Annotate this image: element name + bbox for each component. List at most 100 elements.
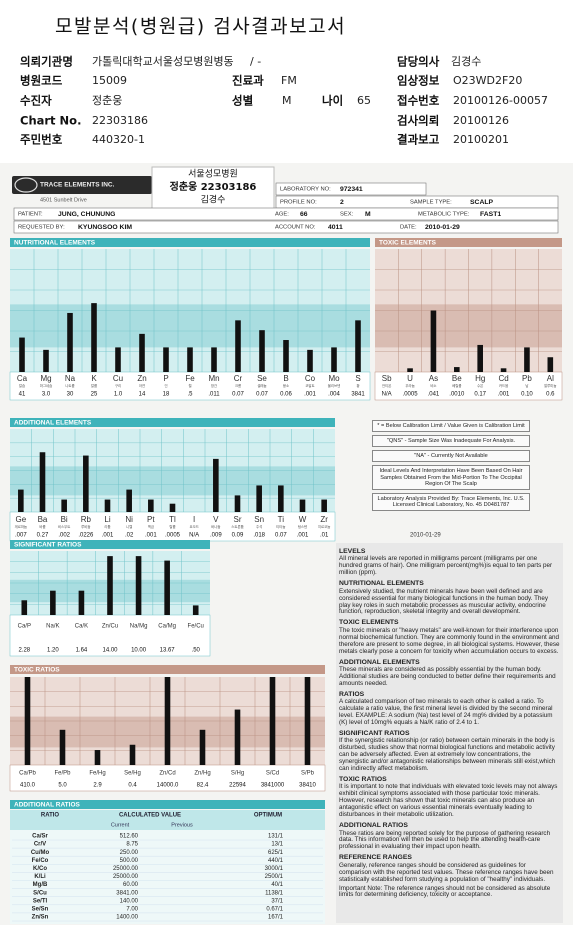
sticker-line: 정춘웅 22303186 <box>170 180 257 193</box>
legend-entry: Ideal Levels And Interpretation Have Bee… <box>372 465 530 490</box>
item-value: .001 <box>498 392 510 398</box>
item-symbol: Tl <box>169 515 176 524</box>
logo-band <box>12 176 152 194</box>
bar <box>59 729 66 765</box>
item-symbol: Na/Mg <box>130 624 148 630</box>
item-name: 납 <box>525 383 528 388</box>
bar <box>407 368 413 372</box>
note-text: Generally, reference ranges should be co… <box>339 861 554 883</box>
info-value: 2010-01-29 <box>425 224 460 231</box>
bar <box>164 677 171 765</box>
item-name: 스트론튬 <box>231 524 243 529</box>
item-symbol: S/Hg <box>231 771 244 777</box>
item-name: 백금 <box>148 524 154 529</box>
info-label: PROFILE NO: <box>280 200 317 206</box>
field-label: 담당의사 <box>397 55 440 69</box>
item-value: 0.07 <box>275 533 287 539</box>
item-value: .041 <box>428 392 440 398</box>
note-text: Important Note: The reference ranges sho… <box>339 884 551 899</box>
item-name: 루비듐 <box>81 524 90 529</box>
item-name: 티타늄 <box>276 524 285 529</box>
item-symbol: Fe <box>185 374 195 383</box>
item-value: .001 <box>304 392 316 398</box>
info-value: SCALP <box>470 199 494 206</box>
item-value: .011 <box>208 392 220 398</box>
table-column-head: RATIO <box>41 813 60 819</box>
item-value: 10.00 <box>131 648 147 654</box>
item-value: 25 <box>91 392 98 398</box>
bar <box>524 347 530 372</box>
sticker-line: 서울성모병원 <box>188 169 238 180</box>
item-symbol: Ca/Mg <box>158 624 176 630</box>
item-symbol: Ca <box>17 374 28 383</box>
item-name: 바륨 <box>39 524 45 529</box>
item-value: 22594 <box>229 783 246 789</box>
info-value: 4011 <box>328 224 343 231</box>
item-symbol: Fe/Pb <box>54 771 71 777</box>
item-value: 18 <box>163 392 170 398</box>
report-title: 모발분석(병원급) 검사결과보고서 <box>55 16 346 38</box>
field-label: 성별 <box>232 94 253 108</box>
item-value: .009 <box>210 533 222 539</box>
item-value: 41 <box>19 392 26 398</box>
bar <box>169 503 176 512</box>
notes-column: LEVELS All mineral levels are reported in… <box>336 543 563 923</box>
note-heading: TOXIC RATIOS <box>339 776 387 784</box>
legend-box: * = Below Calibration Limit / Value Give… <box>345 420 557 514</box>
item-value: 3.0 <box>42 392 51 398</box>
note-text: All mineral levels are reported in milli… <box>339 555 553 577</box>
field-label: 의뢰기관명 <box>20 55 73 69</box>
item-symbol: S/Cd <box>266 771 279 777</box>
bar <box>24 677 31 765</box>
item-value: 1.20 <box>47 648 59 654</box>
panel-title-band <box>10 540 210 549</box>
ratio-current: 1400.00 <box>116 915 138 921</box>
panel-title: TOXIC RATIOS <box>14 667 60 674</box>
item-symbol: Se <box>257 374 267 383</box>
field-label: 결과보고 <box>397 133 440 147</box>
item-symbol: Na <box>65 374 76 383</box>
bar <box>91 303 97 372</box>
logo-address: 4501 Sunbelt Drive <box>40 197 87 203</box>
panel-band <box>10 466 335 496</box>
item-value: N/A <box>189 533 199 539</box>
bar <box>331 347 337 372</box>
ratio-current: 500.00 <box>120 858 139 864</box>
ratio-optimum: 40/1 <box>271 882 283 888</box>
ratio-optimum: 440/1 <box>268 858 284 864</box>
item-name: 주석 <box>256 524 262 529</box>
info-value: JUNG, CHUNUNG <box>58 211 115 218</box>
bar <box>139 333 145 372</box>
ratio-name: S/Cu <box>33 890 47 896</box>
item-value: 0.06 <box>280 392 292 398</box>
bar <box>67 312 73 372</box>
field-value: FM <box>281 74 297 87</box>
bar <box>454 367 460 372</box>
field-label: 진료과 <box>232 74 264 88</box>
bar <box>107 556 113 615</box>
item-value: 1.64 <box>76 648 88 654</box>
bar <box>259 330 265 372</box>
item-value: .007 <box>15 533 27 539</box>
bar <box>187 347 193 372</box>
bar <box>321 499 327 512</box>
item-symbol: Zn/Cd <box>159 771 175 777</box>
ratio-optimum: 0.67/1 <box>266 906 283 912</box>
bar <box>43 349 49 372</box>
item-symbol: Sr <box>234 515 242 524</box>
item-value: .5 <box>187 392 193 398</box>
legend-entry: "NA" - Currently Not Available <box>372 450 530 463</box>
item-symbol: Cr <box>234 374 243 383</box>
ratio-name: K/Li <box>34 874 46 880</box>
note-heading: NUTRITIONAL ELEMENTS <box>339 580 424 588</box>
panel-title: TOXIC ELEMENTS <box>379 240 437 247</box>
panel-title-band <box>375 238 562 247</box>
item-value: 13.67 <box>160 648 176 654</box>
table-body <box>10 830 325 924</box>
bar <box>211 347 217 372</box>
info-value: 972341 <box>340 186 363 193</box>
item-value: 30 <box>67 392 74 398</box>
bar <box>83 455 89 512</box>
item-name: 구리 <box>115 383 121 388</box>
